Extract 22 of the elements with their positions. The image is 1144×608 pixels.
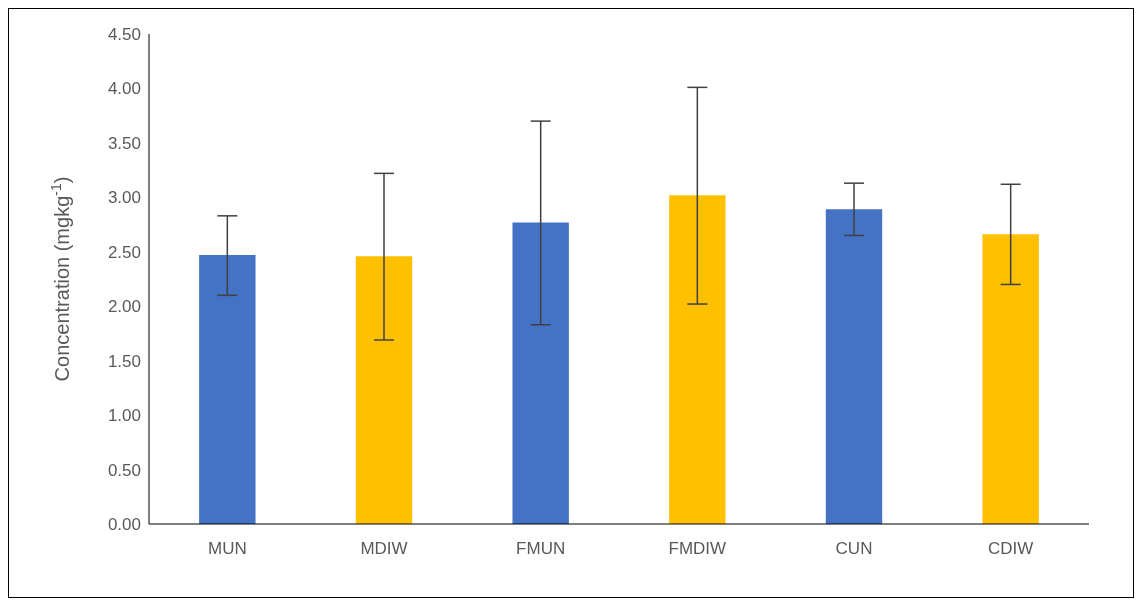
- bar: [355, 256, 413, 524]
- bar: [669, 195, 726, 524]
- bar: [199, 255, 256, 524]
- y-tick-label: 3.00: [107, 188, 141, 208]
- y-tick-label: 2.00: [107, 297, 141, 317]
- y-tick-label: 4.50: [107, 25, 141, 45]
- x-tick-label: CUN: [835, 539, 873, 559]
- bar: [825, 209, 883, 524]
- x-tick-label: MUN: [207, 539, 247, 559]
- x-tick-label: CDIW: [988, 539, 1034, 559]
- y-tick-label: 0.50: [107, 460, 141, 480]
- y-tick-label: 2.50: [107, 242, 141, 262]
- x-tick-label: FMUN: [516, 539, 566, 559]
- y-tick-label: 3.50: [107, 133, 141, 153]
- x-tick-label: MDIW: [360, 539, 408, 559]
- bar: [982, 234, 1039, 524]
- y-tick-label: 1.00: [107, 406, 141, 426]
- x-tick-label: FMDIW: [668, 539, 727, 559]
- y-tick-label: 4.00: [107, 79, 141, 99]
- y-tick-label: 1.50: [107, 351, 141, 371]
- y-tick-label: 0.00: [107, 515, 141, 535]
- bar: [512, 222, 569, 524]
